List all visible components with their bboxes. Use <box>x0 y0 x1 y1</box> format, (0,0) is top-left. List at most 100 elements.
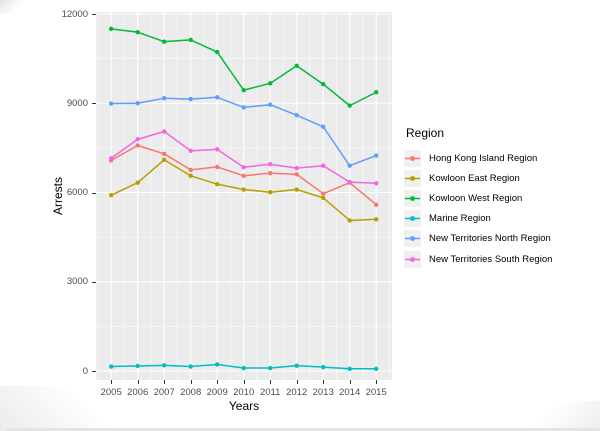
series-point <box>321 364 326 370</box>
series-point <box>268 81 273 86</box>
y-tick-label: 12000 <box>61 8 88 20</box>
series-point <box>215 49 220 55</box>
plot-panel <box>96 12 392 380</box>
series-point <box>294 172 299 177</box>
series-point <box>347 179 352 185</box>
x-tick-label: 2011 <box>259 387 281 398</box>
series-point <box>374 181 379 186</box>
corner-shadow-bottom-right <box>510 401 600 431</box>
series-point <box>162 95 167 101</box>
y-axis-title: Arrests <box>51 177 65 216</box>
series-point <box>241 87 246 93</box>
series-point <box>294 112 299 118</box>
series-point <box>268 102 273 107</box>
legend-item: New Territories South Region <box>404 249 552 269</box>
series-point <box>321 124 326 129</box>
series-point <box>188 96 193 102</box>
series-point <box>374 217 379 222</box>
legend-key-swatch <box>404 250 421 268</box>
series-point <box>241 365 246 371</box>
x-tick-mark <box>217 380 219 384</box>
series-point <box>135 29 140 35</box>
series-point <box>109 156 114 161</box>
series-point <box>215 95 220 100</box>
x-tick-label: 2008 <box>180 387 202 398</box>
series-point <box>268 190 273 195</box>
series-point <box>162 157 167 162</box>
series-point <box>321 82 326 87</box>
x-tick-mark <box>190 380 192 384</box>
legend-item: Kowloon West Region <box>404 188 552 208</box>
series-point <box>374 366 379 371</box>
y-tick-label: 0 <box>82 365 88 377</box>
x-tick-mark <box>111 380 113 384</box>
legend-key-glyph <box>405 155 420 161</box>
x-tick-label: 2007 <box>153 387 175 398</box>
legend-rows: Hong Kong Island Region Kowloon East Regi… <box>404 148 552 269</box>
series-point <box>268 365 273 371</box>
series-point <box>294 187 299 192</box>
legend-item: Kowloon East Region <box>404 168 552 188</box>
legend-key-swatch <box>404 169 421 187</box>
x-tick-mark <box>243 380 245 384</box>
legend-key-glyph <box>405 256 420 262</box>
series-point <box>109 26 114 32</box>
x-tick-label: 2014 <box>339 387 361 398</box>
series-point <box>215 362 220 367</box>
series-point <box>294 63 299 68</box>
y-tick-label: 9000 <box>66 97 88 109</box>
legend-item: New Territories North Region <box>404 229 552 249</box>
series-point <box>135 143 140 148</box>
x-tick-label: 2010 <box>233 387 255 398</box>
series-point <box>268 162 273 167</box>
x-tick-mark <box>323 380 325 384</box>
x-tick-label: 2009 <box>206 387 228 398</box>
x-tick-mark <box>296 380 298 384</box>
series-point <box>188 167 193 173</box>
legend-key-glyph <box>405 175 420 181</box>
legend-item-label: Kowloon East Region <box>429 172 520 184</box>
legend-title: Region <box>406 126 445 140</box>
legend-item-label: Kowloon West Region <box>429 192 523 204</box>
x-tick-mark <box>137 380 139 384</box>
y-tick-mark <box>92 103 96 105</box>
legend-key-swatch <box>404 210 421 228</box>
series-point <box>188 37 193 43</box>
x-tick-label: 2012 <box>286 387 308 398</box>
series-point <box>162 363 167 368</box>
x-tick-mark <box>270 380 272 384</box>
series-point <box>321 191 326 196</box>
x-tick-mark <box>376 380 378 384</box>
x-tick-mark <box>164 380 166 384</box>
legend-key-swatch <box>404 230 421 248</box>
x-tick-label: 2015 <box>365 387 387 398</box>
chart-canvas <box>96 12 392 380</box>
series-point <box>109 101 114 106</box>
legend-item-label: Marine Region <box>429 213 491 225</box>
series-point <box>188 364 193 369</box>
series-point <box>188 173 193 179</box>
y-tick-mark <box>92 14 96 15</box>
legend-item: Marine Region <box>404 209 552 229</box>
series-point <box>321 163 326 168</box>
legend-key-swatch <box>404 189 421 207</box>
y-tick-label: 6000 <box>66 187 88 198</box>
corner-shadow-top-left <box>0 0 26 14</box>
series-point <box>374 153 379 158</box>
series-point <box>347 366 352 371</box>
series-point <box>321 195 326 201</box>
series-point <box>109 364 114 369</box>
y-tick-mark <box>92 371 96 372</box>
x-axis-title: Years <box>228 399 260 413</box>
y-tick-mark <box>92 192 96 194</box>
legend: Region Hong Kong Island Region Kowloon Ea… <box>404 126 552 269</box>
x-tick-mark <box>349 380 351 384</box>
x-tick-label: 2013 <box>312 387 334 398</box>
series-point <box>347 103 352 108</box>
series-point <box>294 363 299 368</box>
series-point <box>109 192 114 198</box>
series-point <box>241 187 246 192</box>
series-point <box>241 105 246 110</box>
y-tick-mark <box>92 281 96 283</box>
series-point <box>135 101 140 106</box>
